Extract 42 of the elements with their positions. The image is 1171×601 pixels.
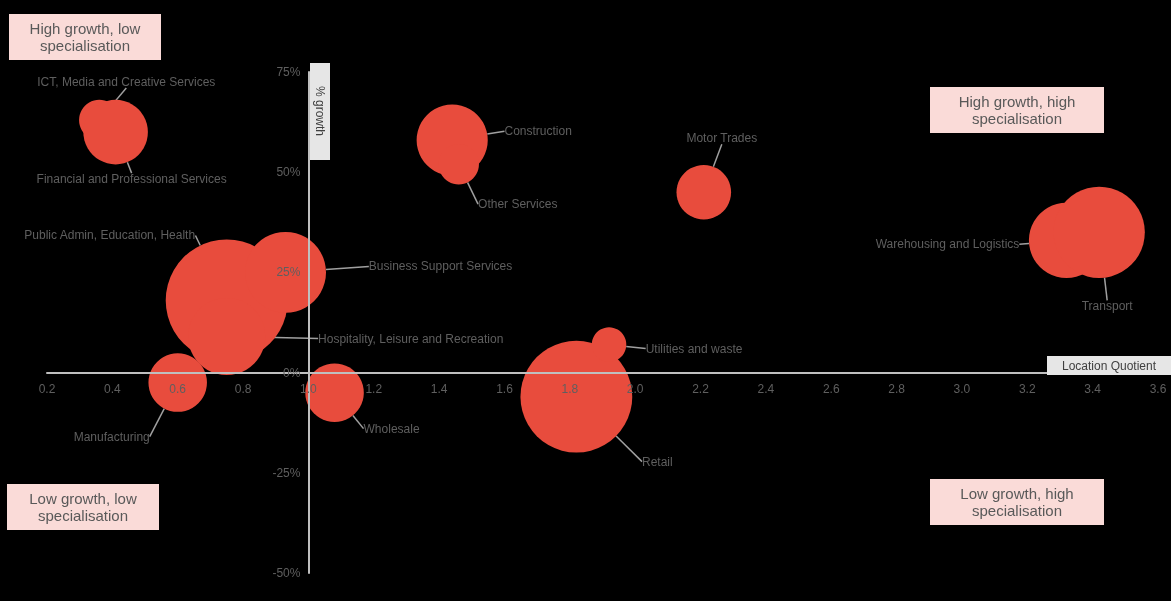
series-label: Motor Trades (686, 131, 758, 146)
y-tick-label: -50% (272, 566, 301, 580)
x-tick-label: 0.2 (38, 381, 56, 396)
axis-title-box: Location Quotient (1047, 356, 1171, 375)
x-tick-label: 1.8 (561, 381, 579, 396)
text: ICT, Media and Creative Services (37, 75, 216, 90)
x-tick-label: 3.4 (1084, 381, 1102, 396)
x-tick-label: 0.4 (104, 381, 122, 396)
quadrant-note-box: Low growth, low specialisation (7, 484, 159, 530)
y-tick-label: 50% (276, 165, 301, 180)
series-label: Financial and Professional Services (36, 172, 227, 187)
text: Business Support Services (368, 259, 513, 274)
axis-title-box: % growth (310, 63, 331, 160)
x-tick-label: 1.4 (430, 381, 448, 396)
series-label: Transport (1081, 299, 1134, 314)
x-tick-label: 3.2 (1018, 381, 1036, 396)
series-label: Wholesale (363, 421, 420, 436)
series-label: Utilities and waste (645, 341, 743, 356)
x-tick-label: 2.2 (692, 381, 710, 396)
x-tick-label: 0.6 (169, 381, 187, 396)
quadrant-note-box: Low growth, high specialisation (930, 479, 1104, 525)
quadrant-note-box: High growth, low specialisation (9, 14, 161, 60)
text: Retail (642, 454, 673, 469)
quadrant-note-box: High growth, high specialisation (930, 87, 1104, 133)
series-label: Public Admin, Education, Health (24, 228, 196, 243)
text: Hospitality, Leisure and Recreation (318, 331, 504, 346)
y-axis-title: % growth (313, 86, 328, 137)
x-tick-label: 1.2 (365, 381, 383, 396)
series-label: Other Services (478, 197, 558, 212)
x-tick-label: 0.8 (234, 381, 252, 396)
x-tick-label: 2.8 (888, 381, 906, 396)
y-tick-label: 75% (276, 65, 301, 79)
x-tick-label: 1.6 (496, 381, 514, 396)
series-label: Construction (504, 124, 572, 139)
text: Manufacturing (73, 429, 150, 444)
y-tick-label: 25% (276, 265, 301, 280)
x-tick-label: 3.6 (1149, 381, 1167, 396)
y-tick-label: -25% (272, 465, 301, 480)
x-tick-label: 2.6 (822, 381, 840, 396)
x-tick-label: 2.4 (757, 381, 775, 396)
x-tick-label: 3.0 (953, 381, 971, 396)
series-label: Warehousing and Logistics (875, 237, 1020, 252)
